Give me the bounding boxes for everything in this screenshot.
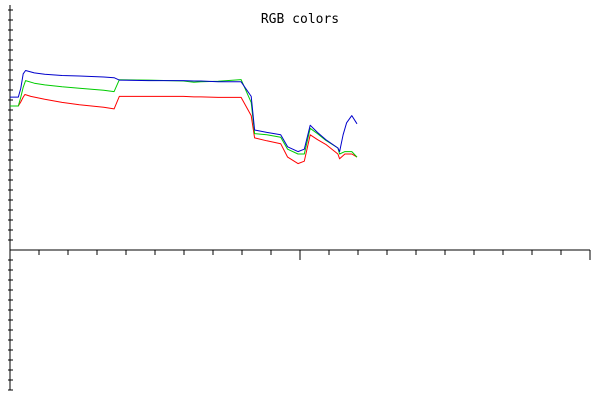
- series-line-0: [10, 94, 358, 165]
- plot-area: [10, 70, 358, 165]
- series-line-2: [10, 70, 358, 153]
- chart-title: RGB colors: [261, 12, 339, 27]
- axes: [8, 5, 591, 391]
